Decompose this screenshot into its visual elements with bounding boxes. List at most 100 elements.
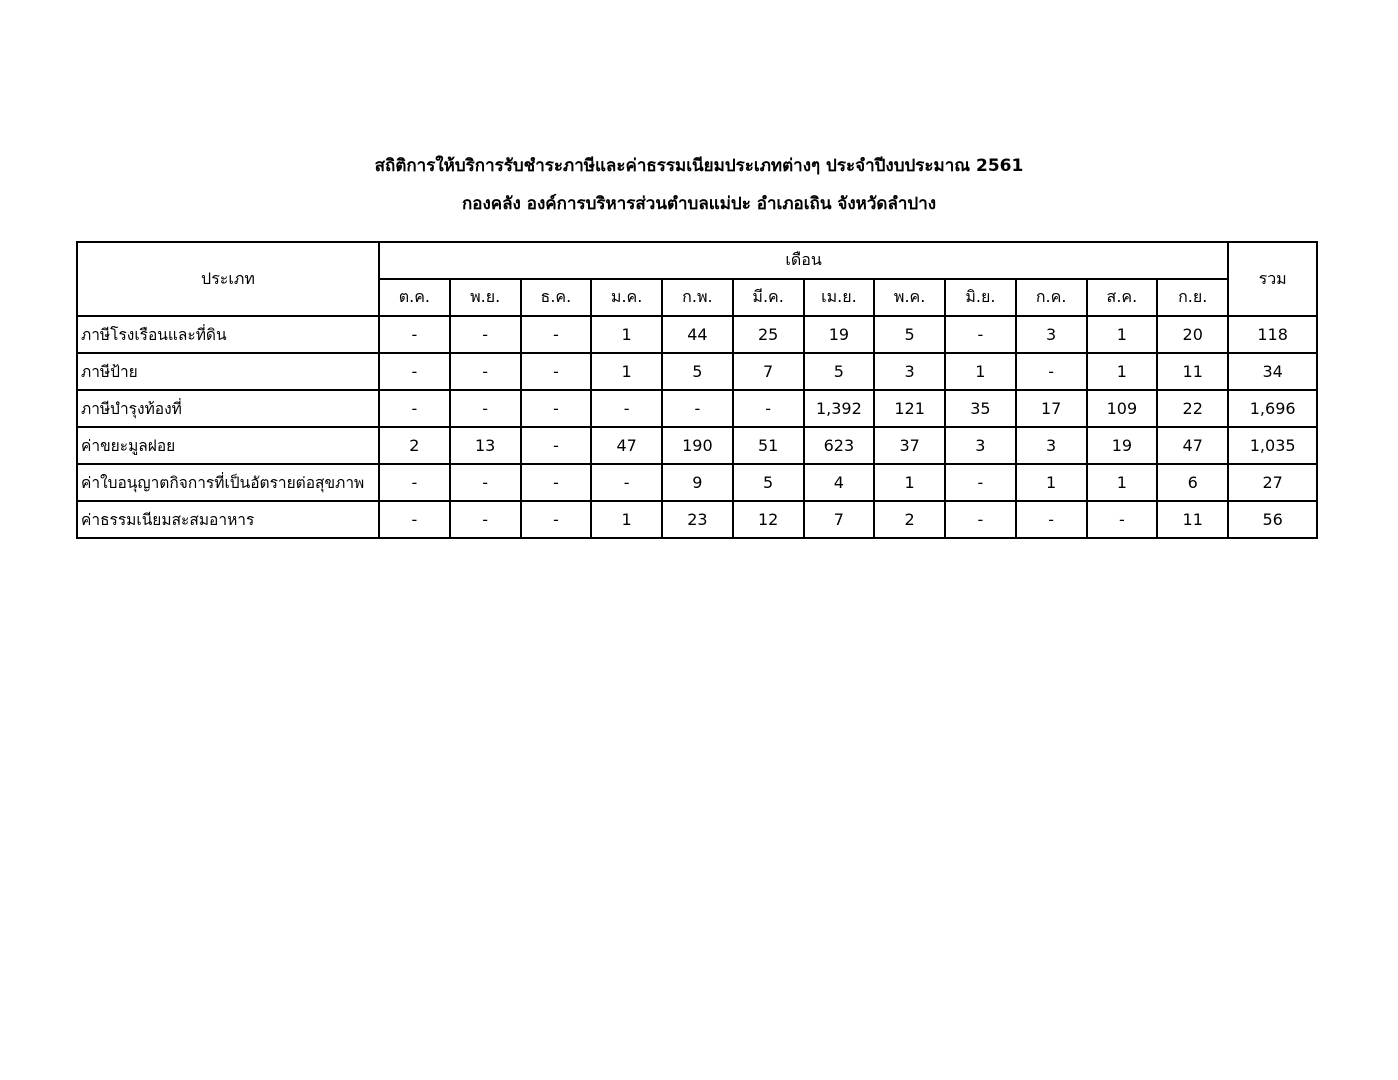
table-cell: 3 [1014, 426, 1088, 465]
table-cell: 19 [802, 315, 876, 354]
header-month-9: ก.ค. [1014, 278, 1088, 317]
header-month-6: เม.ย. [802, 278, 876, 317]
table-cell: - [661, 389, 734, 428]
table-cell: 11 [1156, 352, 1230, 391]
table-cell: 1 [590, 500, 663, 539]
table-cell: 623 [802, 426, 876, 465]
table-cell: - [448, 389, 522, 428]
table-cell: 44 [661, 315, 734, 354]
row-label: ค่าธรรมเนียมสะสมอาหาร [76, 500, 380, 539]
table-cell: - [519, 426, 593, 465]
table-cell: 3 [1014, 315, 1088, 354]
table-cell: 47 [590, 426, 663, 465]
table-cell: - [1085, 500, 1159, 539]
table-cell: 5 [661, 352, 734, 391]
table-cell: 1 [1085, 352, 1159, 391]
header-month-3: ม.ค. [590, 278, 663, 317]
table-cell: - [944, 500, 1017, 539]
table-cell: 9 [661, 463, 734, 502]
table-cell: - [378, 389, 451, 428]
table-row: ภาษีบำรุงท้องที่ - - - - - -1,392 121 35 17 109 22 1… [76, 389, 1319, 428]
table-cell: 12 [731, 500, 805, 539]
table-cell: 1 [590, 352, 663, 391]
table-cell: 11 [1156, 500, 1230, 539]
table-cell: - [519, 463, 593, 502]
table-cell: - [378, 500, 451, 539]
header-month-11: ก.ย. [1156, 278, 1230, 317]
header-month-7: พ.ค. [873, 278, 946, 317]
table-cell: - [378, 352, 451, 391]
table-cell: 109 [1085, 389, 1159, 428]
table-row: ค่าขยะมูลฝอย 2 13-47 190 51 623 37 3 3 19 47 1,035 [76, 426, 1319, 465]
row-label: ค่าขยะมูลฝอย [76, 426, 380, 465]
table-cell: - [590, 389, 663, 428]
table-cell: 1 [1085, 315, 1159, 354]
table-cell: 6 [1156, 463, 1230, 502]
row-total: 34 [1227, 352, 1319, 391]
table-cell: 51 [731, 426, 805, 465]
table-cell: 2 [378, 426, 451, 465]
table-cell: - [378, 315, 451, 354]
table-cell: 22 [1156, 389, 1230, 428]
table-row: ค่าใบอนุญาตกิจการที่เป็นอัตรายต่อสุขภาพ -… [76, 463, 1319, 502]
table-cell: - [519, 315, 593, 354]
table-cell: - [519, 389, 593, 428]
table-cell: 35 [944, 389, 1017, 428]
table-cell: 47 [1156, 426, 1230, 465]
table-cell: 2 [873, 500, 946, 539]
statistics-table: ประเภท เดือน รวม ต.ค. พ.ย. ธ.ค. ม.ค. ก.พ. มี.… [76, 241, 1319, 539]
header-type: ประเภท [76, 241, 380, 317]
table-row: ภาษีโรงเรือนและที่ดิน - - -1 44 25 19 5-3 1 20 118 [76, 315, 1319, 354]
document-subtitle: กองคลัง องค์การบริหารส่วนตำบลแม่ปะ อำเภอ… [461, 194, 937, 214]
table-cell: 5 [731, 463, 805, 502]
row-total: 27 [1227, 463, 1319, 502]
row-label: ค่าใบอนุญาตกิจการที่เป็นอัตรายต่อสุขภาพ [76, 463, 380, 502]
table-cell: 17 [1014, 389, 1088, 428]
table-cell: 37 [873, 426, 946, 465]
table-row: ภาษีป้าย - - -1 5 7 5 3 1-1 11 34 [76, 352, 1319, 391]
row-total: 56 [1227, 500, 1319, 539]
table-cell: 1 [873, 463, 946, 502]
table-cell: - [731, 389, 805, 428]
table-cell: 121 [873, 389, 946, 428]
table-cell: 25 [731, 315, 805, 354]
table-cell: 1 [1085, 463, 1159, 502]
table-cell: 3 [944, 426, 1017, 465]
table-cell: 19 [1085, 426, 1159, 465]
table-cell: 4 [802, 463, 876, 502]
table-cell: 1 [590, 315, 663, 354]
table-cell: 190 [661, 426, 734, 465]
table-cell: 13 [448, 426, 522, 465]
header-month-2: ธ.ค. [519, 278, 593, 317]
table-cell: 7 [802, 500, 876, 539]
table-cell: - [1014, 500, 1088, 539]
row-label: ภาษีบำรุงท้องที่ [76, 389, 380, 428]
table-cell: 3 [873, 352, 946, 391]
table-cell: - [448, 500, 522, 539]
table-cell: 5 [802, 352, 876, 391]
row-total: 1,696 [1227, 389, 1319, 428]
header-month-10: ส.ค. [1085, 278, 1159, 317]
row-total: 1,035 [1227, 426, 1319, 465]
row-label: ภาษีโรงเรือนและที่ดิน [76, 315, 380, 354]
table-cell: 7 [731, 352, 805, 391]
table-cell: - [448, 352, 522, 391]
table-cell: - [944, 463, 1017, 502]
table-cell: - [519, 352, 593, 391]
table-cell: - [590, 463, 663, 502]
header-month-4: ก.พ. [661, 278, 734, 317]
row-total: 118 [1227, 315, 1319, 354]
header-month: เดือน [377, 241, 1230, 280]
table-cell: - [448, 463, 522, 502]
document-title: สถิติการให้บริการรับชำระภาษีและค่าธรรมเน… [374, 156, 1024, 176]
table-cell: - [944, 315, 1017, 354]
table-cell: - [519, 500, 593, 539]
table-cell: 23 [661, 500, 734, 539]
header-month-1: พ.ย. [448, 278, 522, 317]
header-total: รวม [1227, 241, 1319, 317]
table-cell: 5 [873, 315, 946, 354]
header-month-0: ต.ค. [378, 278, 451, 317]
table-cell: - [1014, 352, 1088, 391]
header-month-5: มี.ค. [731, 278, 805, 317]
table-cell: - [448, 315, 522, 354]
